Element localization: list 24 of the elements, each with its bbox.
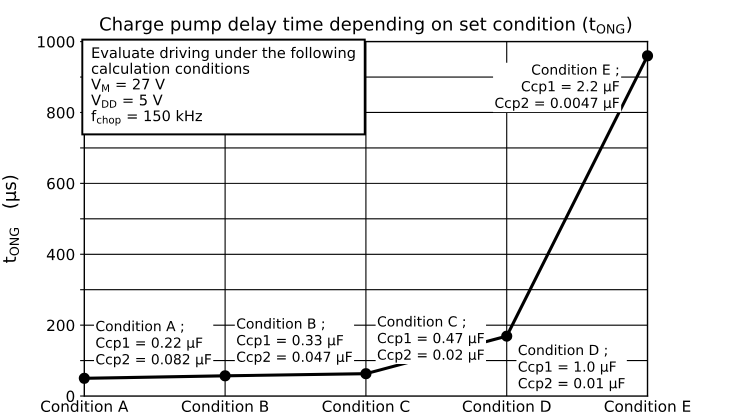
text: Evaluate driving under the following calculation conditions V$_{M}$ = 27 V V$_{DD}$ = 5 V f$_{chop}$ = 150 kHz — [91, 46, 355, 126]
annotation: Condition A ; Ccp1 = 0.22 μF Ccp2 = 0.082 μF — [96, 320, 212, 368]
point — [501, 330, 512, 342]
point — [642, 50, 654, 62]
y-tick-label: 200 — [47, 320, 74, 332]
annotation: Condition D ; Ccp1 = 1.0 μF Ccp2 = 0.01 μF — [518, 344, 625, 392]
annotation: Condition C ; Ccp1 = 0.47 μF Ccp2 = 0.02 μF — [378, 316, 484, 363]
point — [78, 372, 90, 384]
y-tick-label: 400 — [46, 248, 74, 260]
chart-title: Charge pump delay time depending on set condition (t$_{ONG}$) — [100, 16, 632, 34]
x-tick-label: Condition A — [41, 400, 128, 412]
x-tick-label: Condition E — [604, 400, 690, 412]
x-tick-label: Condition C — [322, 400, 410, 412]
x-tick-label: Condition B — [182, 400, 268, 412]
y-tick-label: 0 — [66, 390, 74, 402]
point — [360, 368, 372, 380]
y-tick-label: 1000 — [38, 36, 74, 48]
y-tick-label: 600 — [47, 178, 74, 190]
text: t$_{ONG}$ (μs) — [2, 176, 20, 263]
x-tick-label: Condition D — [462, 400, 551, 412]
annotation: Condition B ; Ccp1 = 0.33 μF Ccp2 = 0.047 μF — [236, 318, 352, 365]
point — [220, 370, 231, 382]
y-tick-label: 800 — [47, 106, 74, 119]
annotation: Condition E ; Ccp1 = 2.2 μF Ccp2 = 0.0047 μF — [495, 64, 619, 111]
